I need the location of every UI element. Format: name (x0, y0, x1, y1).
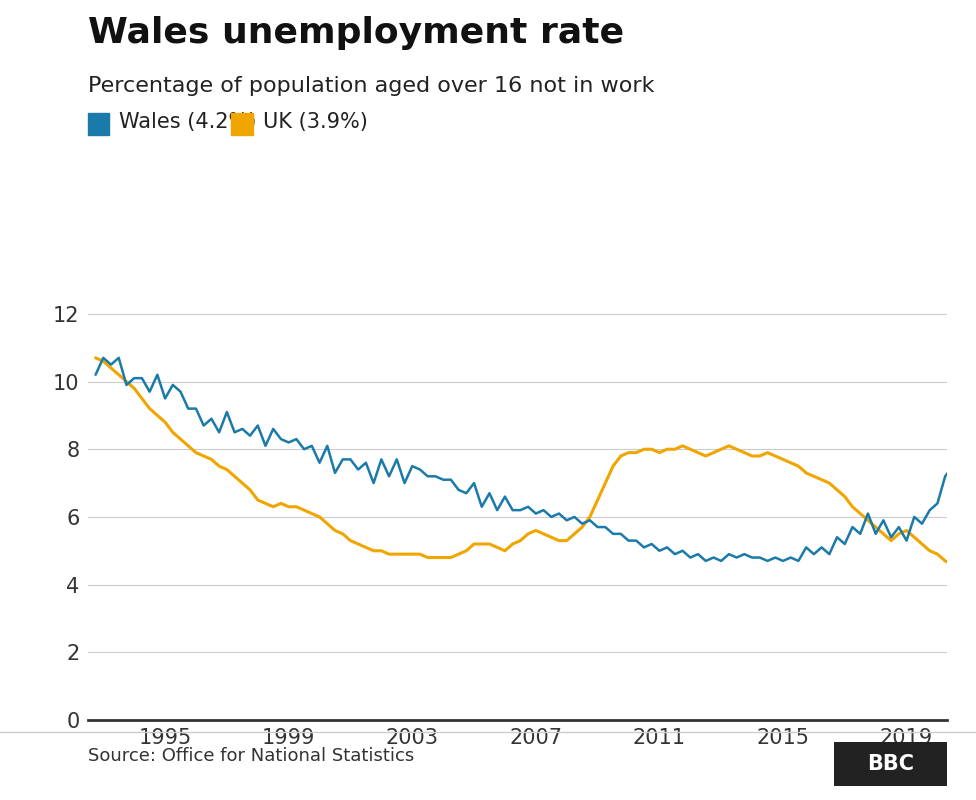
Text: Wales unemployment rate: Wales unemployment rate (88, 16, 624, 50)
Text: Percentage of population aged over 16 not in work: Percentage of population aged over 16 no… (88, 76, 654, 96)
Text: BBC: BBC (867, 754, 915, 774)
Text: Wales (4.2%): Wales (4.2%) (119, 111, 257, 131)
Text: UK (3.9%): UK (3.9%) (263, 111, 367, 131)
Text: Source: Office for National Statistics: Source: Office for National Statistics (88, 747, 414, 765)
